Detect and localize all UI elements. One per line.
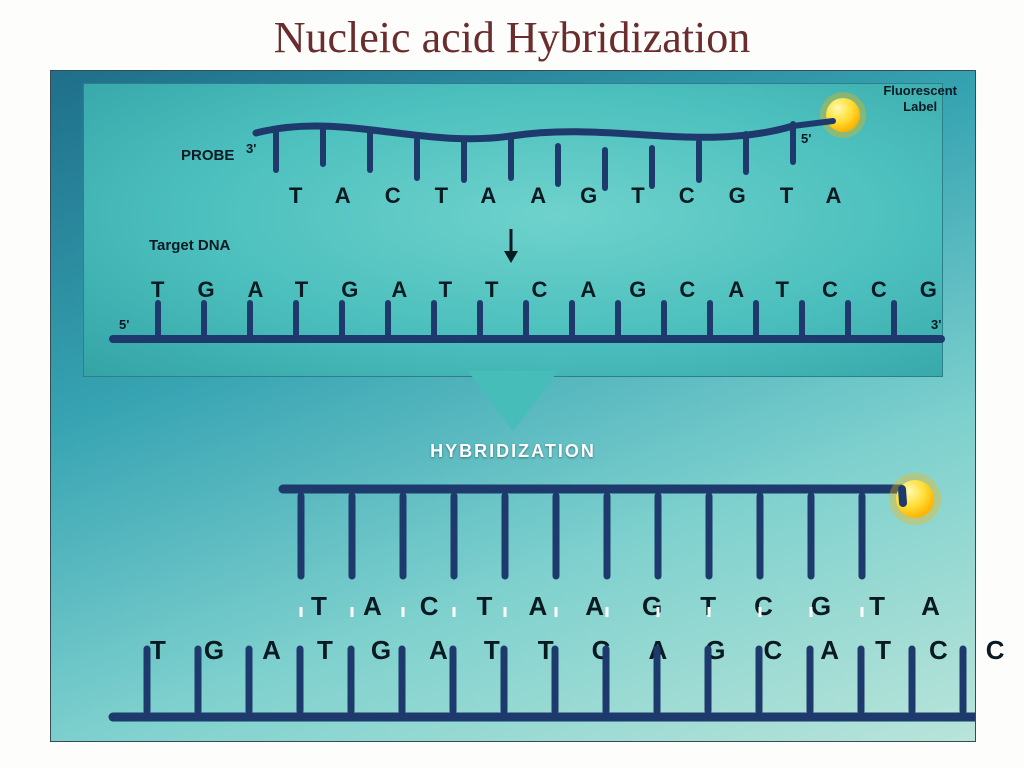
diagram-frame: PROBE Target DNA Fluorescent Label 3' 5'…: [50, 70, 976, 742]
slide-title: Nucleic acid Hybridization: [0, 0, 1024, 63]
diagram-svg: [51, 71, 975, 741]
